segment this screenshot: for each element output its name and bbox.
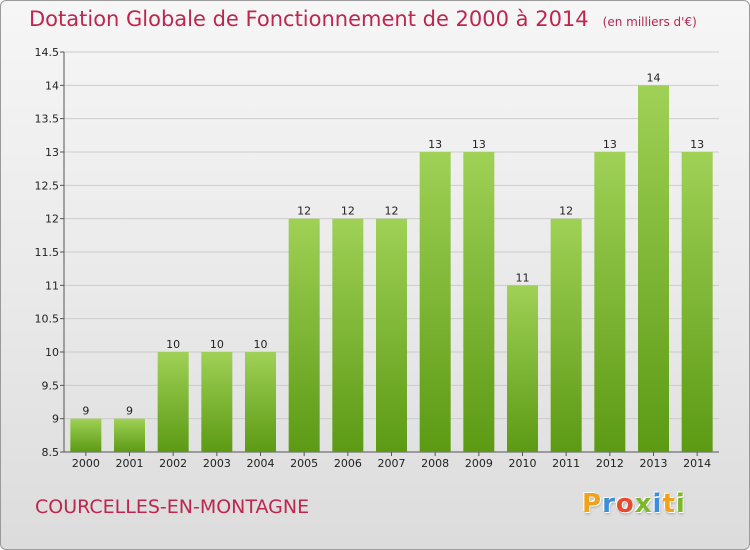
- y-tick-label: 13: [45, 146, 59, 159]
- y-tick-label: 10: [45, 346, 59, 359]
- x-tick-label: 2009: [465, 457, 493, 470]
- bar: [157, 352, 189, 452]
- y-tick-label: 10.5: [35, 313, 60, 326]
- x-tick-label: 2007: [378, 457, 406, 470]
- commune-name: COURCELLES-EN-MONTAGNE: [35, 496, 310, 518]
- y-tick-label: 8.5: [42, 446, 60, 459]
- logo-letter: i: [675, 489, 686, 519]
- logo-letter: t: [662, 489, 676, 519]
- x-tick-label: 2003: [203, 457, 231, 470]
- y-tick-label: 14.5: [35, 46, 60, 59]
- bar-value-label: 13: [603, 138, 617, 151]
- bar: [681, 152, 713, 452]
- x-tick-label: 2001: [116, 457, 144, 470]
- bar-chart: 8.5 9 9.5 10 10.5 11 11.5 12 12.5 13 13.5 14 14.5 200…: [35, 46, 719, 470]
- logo-letter: o: [615, 489, 635, 519]
- proxiti-logo: Proxiti: [582, 489, 686, 519]
- title-unit: (en milliers d'€): [602, 15, 697, 29]
- logo-letter: i: [652, 489, 663, 519]
- logo-letter: P: [582, 489, 603, 519]
- bar: [594, 152, 626, 452]
- bar: [332, 218, 364, 452]
- bar: [288, 218, 320, 452]
- bar-value-label: 10: [254, 338, 268, 351]
- logo-letter: x: [634, 489, 653, 519]
- bar-value-label: 13: [428, 138, 442, 151]
- bar: [201, 352, 233, 452]
- bar: [114, 418, 145, 452]
- bar: [638, 85, 669, 452]
- x-tick-label: 2004: [247, 457, 275, 470]
- bar-value-label: 12: [559, 205, 573, 218]
- bar-value-label: 9: [126, 405, 133, 418]
- bar: [550, 218, 582, 452]
- bar-value-label: 12: [341, 205, 355, 218]
- x-tick-label: 2014: [683, 457, 711, 470]
- x-tick-label: 2000: [72, 457, 100, 470]
- x-tick-label: 2008: [421, 457, 449, 470]
- y-tick-label: 9.5: [42, 379, 60, 392]
- y-tick-label: 13.5: [35, 113, 60, 126]
- bar: [463, 152, 495, 452]
- x-tick-label: 2005: [290, 457, 318, 470]
- bar-value-label: 13: [690, 138, 704, 151]
- x-tick-label: 2013: [640, 457, 668, 470]
- bar-value-label: 12: [385, 205, 399, 218]
- title-main: Dotation Globale de Fonctionnement de 20…: [29, 7, 589, 31]
- chart-title: Dotation Globale de Fonctionnement de 20…: [29, 7, 697, 31]
- y-tick-label: 11: [45, 279, 59, 292]
- x-tick-label: 2006: [334, 457, 362, 470]
- y-tick-label: 14: [45, 79, 59, 92]
- bar-value-label: 14: [647, 71, 661, 84]
- bar-value-label: 9: [82, 405, 89, 418]
- bar-value-label: 13: [472, 138, 486, 151]
- x-tick-label: 2010: [509, 457, 537, 470]
- bar-value-label: 10: [210, 338, 224, 351]
- bar-value-label: 10: [166, 338, 180, 351]
- bar: [70, 418, 102, 452]
- x-tick-label: 2002: [159, 457, 187, 470]
- bar-value-label: 12: [297, 205, 311, 218]
- bar: [419, 152, 451, 452]
- y-tick-label: 12: [45, 213, 59, 226]
- y-tick-label: 12.5: [35, 179, 60, 192]
- data-labels: 9 9 10 10 10 12 12 12 13 13 11 12 13 14 13: [82, 71, 704, 417]
- y-tick-label: 11.5: [35, 246, 60, 259]
- bar-value-label: 11: [516, 271, 530, 284]
- bar: [245, 352, 276, 452]
- logo-letter: r: [602, 489, 616, 519]
- x-tick-label: 2012: [596, 457, 624, 470]
- bar: [507, 285, 538, 452]
- x-tick-label: 2011: [552, 457, 580, 470]
- bars: [70, 85, 713, 452]
- y-tick-label: 9: [52, 413, 59, 426]
- bar: [376, 218, 407, 452]
- axes: 8.5 9 9.5 10 10.5 11 11.5 12 12.5 13 13.5 14 14.5 200…: [35, 46, 719, 470]
